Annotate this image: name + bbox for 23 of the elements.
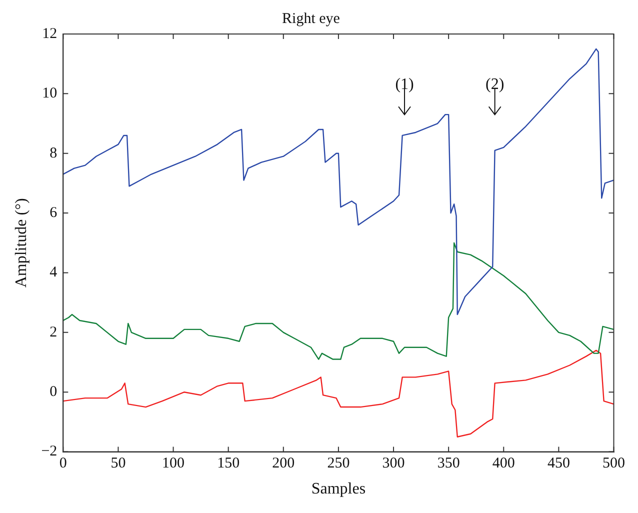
- x-tick-label: 350: [437, 456, 460, 472]
- x-tick-label: 150: [217, 456, 240, 472]
- x-tick-label: 100: [162, 456, 185, 472]
- x-tick-label: 300: [382, 456, 405, 472]
- chart-title: Right eye: [282, 10, 340, 27]
- x-tick-label: 50: [110, 456, 126, 472]
- y-tick-label: 0: [50, 384, 58, 400]
- y-tick-label: 10: [42, 86, 58, 102]
- x-tick-label: 200: [272, 456, 295, 472]
- x-tick-label: 450: [547, 456, 570, 472]
- y-tick-label: 2: [50, 324, 58, 340]
- y-tick-label: −2: [41, 444, 58, 460]
- y-tick-label: 6: [50, 204, 58, 221]
- y-tick-label: 4: [50, 264, 58, 281]
- y-tick-label: 12: [42, 26, 58, 42]
- x-tick-label: 250: [327, 456, 350, 472]
- y-tick-label: 8: [50, 145, 58, 162]
- x-tick-label: 500: [602, 456, 625, 472]
- x-tick-label: 400: [492, 456, 515, 472]
- annotation: (1): [395, 76, 414, 93]
- x-axis-title: Samples: [311, 480, 366, 498]
- y-axis-title: Amplitude (°): [12, 198, 30, 288]
- annotation: (2): [485, 76, 504, 93]
